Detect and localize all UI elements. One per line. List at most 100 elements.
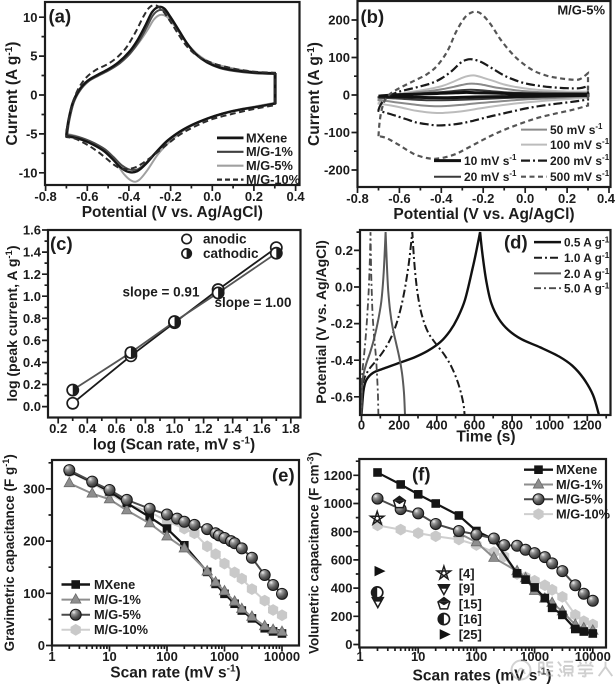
svg-text:0.0: 0.0: [23, 399, 41, 414]
svg-text:-0.4: -0.4: [118, 189, 141, 204]
svg-text:100 mV s-1: 100 mV s-1: [550, 137, 610, 152]
svg-text:1.0: 1.0: [165, 421, 183, 436]
svg-text:[25]: [25]: [459, 627, 482, 642]
svg-text:0.5 A g-1: 0.5 A g-1: [564, 235, 610, 250]
svg-text:0: 0: [345, 637, 352, 652]
svg-text:-0.6: -0.6: [76, 189, 98, 204]
svg-text:-200: -200: [324, 163, 350, 178]
svg-text:10000: 10000: [264, 649, 300, 664]
svg-text:-0.2: -0.2: [472, 191, 494, 206]
svg-text:600: 600: [464, 418, 486, 433]
svg-text:M/G-5%: M/G-5%: [246, 158, 294, 173]
svg-text:1200: 1200: [324, 468, 353, 483]
svg-text:10: 10: [23, 10, 37, 25]
svg-text:-10: -10: [19, 165, 38, 180]
svg-text:-0.6: -0.6: [388, 191, 410, 206]
svg-text:slope = 1.00: slope = 1.00: [215, 295, 292, 310]
svg-text:0.4: 0.4: [78, 421, 97, 436]
svg-text:1.0 A g-1: 1.0 A g-1: [564, 250, 610, 265]
svg-text:50 mV s-1: 50 mV s-1: [550, 122, 603, 137]
svg-text:1.2: 1.2: [195, 421, 213, 436]
svg-text:0.2: 0.2: [335, 243, 353, 258]
svg-text:800: 800: [331, 524, 353, 539]
svg-text:1.6: 1.6: [253, 421, 271, 436]
svg-text:0.2: 0.2: [49, 421, 67, 436]
svg-text:1: 1: [48, 649, 55, 664]
svg-text:0.8: 0.8: [23, 311, 41, 326]
svg-text:1.2: 1.2: [23, 267, 41, 282]
svg-text:Time (s): Time (s): [456, 429, 515, 446]
svg-text:M/G-1%: M/G-1%: [556, 477, 604, 492]
svg-text:Potential (V vs. Ag/AgCl): Potential (V vs. Ag/AgCl): [313, 240, 329, 404]
svg-text:1000: 1000: [324, 496, 353, 511]
svg-text:-0.2: -0.2: [159, 189, 181, 204]
svg-text:0.4: 0.4: [597, 191, 615, 206]
svg-text:0: 0: [38, 638, 45, 653]
svg-text:200: 200: [23, 534, 45, 549]
svg-text:slope = 0.91: slope = 0.91: [123, 285, 200, 300]
svg-text:(b): (b): [361, 6, 385, 27]
svg-text:-100: -100: [324, 125, 350, 140]
svg-text:Scan rate (mV s-1): Scan rate (mV s-1): [110, 664, 240, 682]
svg-text:MXene: MXene: [246, 130, 287, 145]
svg-text:log (peak current, A g-1): log (peak current, A g-1): [4, 246, 20, 402]
svg-text:400: 400: [426, 418, 448, 433]
svg-text:20 mV s-1: 20 mV s-1: [464, 169, 517, 184]
svg-text:100: 100: [156, 649, 178, 664]
svg-text:0.0: 0.0: [516, 191, 534, 206]
svg-text:Volumetric capacitance (F cm-3: Volumetric capacitance (F cm-3): [306, 452, 322, 654]
svg-text:0.0: 0.0: [335, 280, 353, 295]
svg-text:M/G-10%: M/G-10%: [556, 507, 611, 522]
svg-text:MXene: MXene: [94, 577, 135, 592]
svg-text:M/G-1%: M/G-1%: [94, 592, 142, 607]
svg-text:400: 400: [331, 581, 353, 596]
svg-text:[15]: [15]: [459, 596, 482, 611]
svg-text:500 mV s-1: 500 mV s-1: [550, 169, 610, 184]
svg-text:(e): (e): [272, 465, 295, 486]
svg-text:0.2: 0.2: [23, 377, 41, 392]
svg-text:1000: 1000: [520, 649, 549, 664]
svg-text:-0.4: -0.4: [331, 353, 354, 368]
svg-text:200: 200: [388, 418, 410, 433]
svg-text:-0.4: -0.4: [430, 191, 453, 206]
svg-text:Gravimetric capacitance (F g-1: Gravimetric capacitance (F g-1): [1, 454, 17, 651]
svg-text:100: 100: [328, 50, 350, 65]
svg-text:100: 100: [466, 649, 488, 664]
svg-text:-5: -5: [26, 127, 38, 142]
svg-text:1.4: 1.4: [23, 245, 42, 260]
svg-text:M/G-10%: M/G-10%: [94, 622, 149, 637]
svg-text:1.0: 1.0: [23, 289, 41, 304]
svg-text:[4]: [4]: [459, 566, 475, 581]
svg-text:200: 200: [328, 13, 350, 28]
svg-text:5.0 A g-1: 5.0 A g-1: [564, 281, 610, 296]
svg-text:-0.6: -0.6: [331, 389, 353, 404]
svg-text:Potential (V vs. Ag/AgCl): Potential (V vs. Ag/AgCl): [82, 204, 263, 221]
svg-text:[9]: [9]: [459, 581, 475, 596]
svg-text:-0.8: -0.8: [346, 191, 368, 206]
svg-text:M/G-5%: M/G-5%: [556, 492, 604, 507]
svg-text:200: 200: [331, 609, 353, 624]
svg-text:1000: 1000: [210, 649, 239, 664]
svg-text:(f): (f): [412, 464, 430, 485]
svg-text:anodic: anodic: [203, 232, 247, 247]
svg-text:10 mV s-1: 10 mV s-1: [464, 153, 517, 168]
svg-text:1.8: 1.8: [282, 421, 300, 436]
svg-text:0: 0: [30, 88, 37, 103]
svg-text:0.4: 0.4: [287, 189, 306, 204]
svg-text:[16]: [16]: [459, 612, 482, 627]
svg-text:(d): (d): [504, 232, 528, 253]
svg-text:0.8: 0.8: [136, 421, 154, 436]
svg-text:0: 0: [358, 418, 365, 433]
svg-text:0.6: 0.6: [23, 333, 41, 348]
svg-text:5: 5: [30, 49, 37, 64]
svg-text:1: 1: [356, 649, 363, 664]
svg-text:10: 10: [102, 649, 116, 664]
svg-text:1.6: 1.6: [23, 223, 41, 238]
svg-text:2.0 A g-1: 2.0 A g-1: [564, 266, 610, 281]
svg-text:0.0: 0.0: [203, 189, 221, 204]
svg-text:1200: 1200: [573, 418, 602, 433]
svg-text:0.2: 0.2: [245, 189, 263, 204]
svg-text:200 mV s-1: 200 mV s-1: [550, 153, 610, 168]
svg-text:(a): (a): [49, 6, 72, 27]
svg-text:Current (A g-1): Current (A g-1): [4, 42, 21, 146]
